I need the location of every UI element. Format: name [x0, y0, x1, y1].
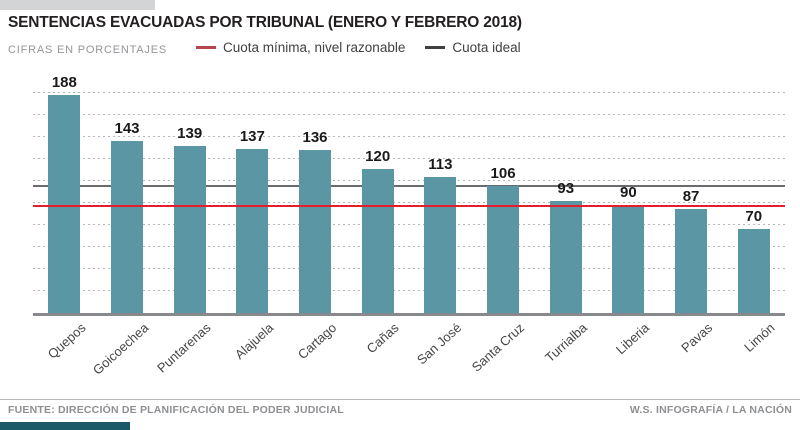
footer: FUENTE: DIRECCIÓN DE PLANIFICACIÓN DEL P…	[8, 404, 792, 416]
bar	[612, 205, 645, 313]
bar-chart-plot-area: 188 Quepos 143 Goicoechea 139 Puntarenas 137 Al…	[33, 74, 785, 378]
bar	[111, 141, 143, 313]
bar-value-label: 188	[51, 74, 77, 91]
gridline	[33, 136, 785, 137]
bar-column-alajuela: 137 Alajuela	[221, 88, 284, 362]
gridline	[33, 158, 785, 159]
bar-value-label: 143	[114, 120, 140, 138]
chart-subtitle: CIFRAS EN PORCENTAJES	[8, 44, 168, 56]
gridline	[33, 290, 785, 291]
x-axis-label: Santa Cruz	[468, 320, 528, 375]
top-accent-bar	[0, 0, 155, 10]
bar	[737, 229, 770, 313]
x-axis-label: Cartago	[294, 320, 340, 363]
infographic-credit: W.S. INFOGRAFÍA / LA NACIÓN	[629, 404, 792, 416]
bar-value-label: 113	[428, 156, 453, 174]
bar	[675, 208, 708, 313]
x-axis-label: Alajuela	[231, 320, 277, 363]
gridline	[33, 246, 785, 247]
bar-column-liberia: 90 Liberia	[597, 88, 660, 357]
bar-value-label: 106	[490, 164, 516, 182]
gridline	[33, 224, 785, 225]
legend-label-cuota-minima: Cuota mínima, nivel razonable	[223, 40, 406, 55]
bar-column-puntarenas: 139 Puntarenas	[154, 88, 221, 375]
bar	[173, 146, 206, 313]
gridline	[33, 92, 785, 93]
gridline	[33, 202, 785, 203]
bar	[549, 201, 582, 313]
x-axis-label: Puntarenas	[154, 320, 214, 376]
bar-column-goicoechea: 143 Goicoechea	[89, 88, 159, 377]
bar-value-label: 139	[177, 125, 203, 143]
legend-label-cuota-ideal: Cuota ideal	[452, 40, 521, 55]
bar	[299, 149, 332, 313]
legend: Cuota mínima, nivel razonable Cuota idea…	[196, 40, 521, 55]
bar	[361, 169, 394, 313]
legend-item-cuota-ideal: Cuota ideal	[425, 40, 521, 55]
x-axis-label: Pavas	[678, 320, 716, 356]
source-credit: FUENTE: DIRECCIÓN DE PLANIFICACIÓN DEL P…	[8, 404, 344, 416]
x-axis-label: Quepos	[44, 320, 89, 362]
bar-column-cartago: 136 Cartago	[284, 88, 347, 362]
bar	[424, 177, 457, 313]
bar-value-label: 120	[365, 148, 391, 165]
chart-title: SENTENCIAS EVACUADAS POR TRIBUNAL (ENERO…	[8, 14, 522, 31]
bar-column-pavas: 87 Pavas	[660, 88, 723, 355]
cuota-minima-line	[33, 205, 785, 208]
bar-column-turrialba: 93 Turrialba	[534, 88, 597, 365]
bar-column-quepos: 188 Quepos	[33, 74, 96, 362]
bar-columns: 188 Quepos 143 Goicoechea 139 Puntarenas 137 Al…	[33, 74, 785, 378]
bar-value-label: 93	[557, 180, 575, 198]
dark-line-swatch-icon	[425, 46, 446, 49]
bottom-accent-bar	[0, 422, 130, 430]
bar-value-label: 90	[620, 184, 637, 201]
bar	[236, 148, 269, 313]
bar	[48, 95, 81, 313]
gridline	[33, 180, 785, 181]
cuota-ideal-line	[33, 185, 785, 187]
x-axis-label: Turrialba	[541, 320, 590, 366]
x-axis-label: Liberia	[613, 320, 653, 358]
bar-value-label: 136	[302, 128, 328, 146]
footer-divider	[0, 399, 800, 400]
legend-item-cuota-minima: Cuota mínima, nivel razonable	[196, 40, 405, 55]
bar-value-label: 137	[239, 127, 265, 145]
x-axis-label: Goicoechea	[89, 320, 152, 378]
gridline	[33, 114, 785, 115]
bar-value-label: 87	[682, 187, 700, 205]
x-axis-label: Limón	[741, 320, 778, 355]
bar-column-cañas: 120 Cañas	[346, 88, 409, 356]
gridline	[33, 268, 785, 269]
red-line-swatch-icon	[196, 46, 216, 49]
x-axis-label: San José	[414, 320, 465, 368]
x-axis-label: Cañas	[363, 320, 402, 357]
bar-column-san-josé: 113 San José	[409, 88, 472, 367]
bar-value-label: 70	[745, 208, 763, 225]
bar-column-limón: 70 Limón	[722, 88, 785, 355]
bar-column-santa-cruz: 106 Santa Cruz	[469, 88, 535, 375]
